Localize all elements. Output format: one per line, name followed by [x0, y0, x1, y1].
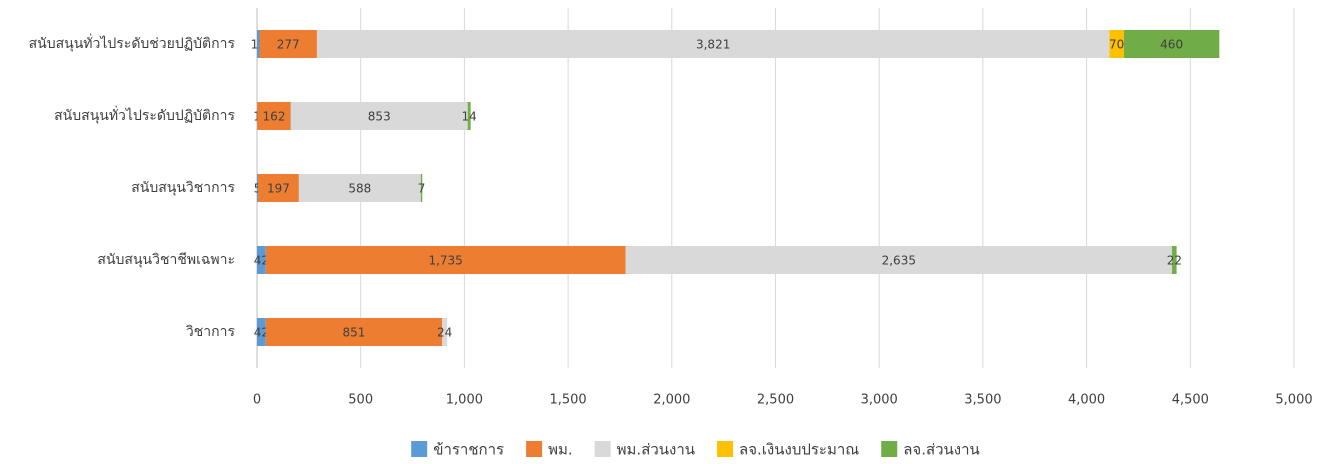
data-label: 460 [1160, 38, 1183, 52]
data-label: 162 [263, 110, 286, 124]
data-label: 42 [254, 326, 269, 340]
x-tick-label: 5,000 [1275, 393, 1312, 408]
x-tick-label: 3,500 [964, 393, 1001, 408]
bar-segment [316, 30, 1110, 58]
x-tick-label: 1,500 [549, 393, 586, 408]
data-label: 197 [267, 182, 290, 196]
category-label: สนับสนุนวิชาการ [131, 180, 235, 196]
legend-swatch [411, 441, 428, 457]
bar-segment [298, 174, 421, 202]
bar-segment [257, 30, 260, 58]
data-label: 70 [1109, 38, 1124, 52]
legend-label: พม.ส่วนงาน [617, 441, 695, 459]
data-label: 14 [462, 110, 477, 124]
bar-segment [257, 246, 266, 274]
legend-swatch [881, 441, 898, 457]
x-tick-label: 4,000 [1068, 393, 1105, 408]
data-label: 42 [254, 254, 269, 268]
category-label: สนับสนุนทั่วไประดับปฏิบัติการ [54, 106, 235, 124]
x-tick-label: 2,000 [653, 393, 690, 408]
category-label: วิชาการ [186, 324, 236, 340]
legend-label: พม. [548, 441, 573, 459]
bar-segment [257, 174, 259, 202]
bar-segment [265, 246, 626, 274]
data-label: 7 [418, 182, 426, 196]
bar-segment [420, 174, 423, 202]
bar-segment [265, 318, 443, 346]
bar-segment [258, 174, 299, 202]
data-label: 1 [253, 110, 261, 124]
bar-segment [467, 102, 471, 130]
data-label: 2,635 [882, 254, 916, 268]
legend-swatch [717, 441, 734, 457]
x-tick-label: 3,000 [861, 393, 898, 408]
data-label: 24 [437, 326, 452, 340]
data-label: 1,735 [428, 254, 462, 268]
category-label: สนับสนุนทั่วไประดับช่วยปฏิบัติการ [29, 34, 236, 52]
data-label: 853 [368, 110, 391, 124]
bar-segment [259, 30, 317, 58]
bar-segment [257, 318, 266, 346]
bar-segment [257, 102, 291, 130]
bar-segment [625, 246, 1173, 274]
data-label: 22 [1167, 254, 1182, 268]
bar-segment [1109, 30, 1124, 58]
data-label: 3,821 [696, 38, 730, 52]
bar-segment [290, 102, 468, 130]
x-tick-label: 4,500 [1172, 393, 1209, 408]
legend-label: ลจ.ส่วนงาน [903, 441, 980, 459]
legend: ข้าราชการ พม. พม.ส่วนงาน ลจ.เงินงบประมาณ ลจ.… [411, 441, 980, 459]
data-label: 277 [277, 38, 300, 52]
x-tick-label: 2,500 [757, 393, 794, 408]
x-tick-label: 500 [348, 393, 373, 408]
data-label: 5 [254, 182, 262, 196]
data-label: 851 [343, 326, 366, 340]
legend-label: ข้าราชการ [433, 441, 504, 459]
x-tick-label: 0 [253, 393, 261, 408]
x-tick-label: 1,000 [446, 393, 483, 408]
bar-segment [442, 318, 448, 346]
data-label: 588 [348, 182, 371, 196]
bar-segment [1123, 30, 1220, 58]
legend-swatch [526, 441, 543, 457]
bar-segment [1172, 246, 1177, 274]
category-label: สนับสนุนวิชาชีพเฉพาะ [97, 252, 235, 268]
legend-swatch [594, 441, 611, 457]
legend-label: ลจ.เงินงบประมาณ [739, 441, 859, 459]
